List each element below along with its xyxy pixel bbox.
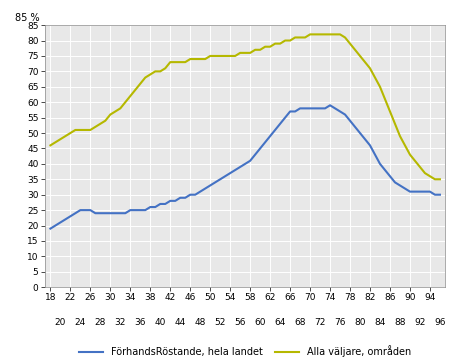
Alla väljare, områden xyxy=(153,69,158,74)
FörhandsRöstande, hela landet xyxy=(272,128,278,132)
Text: 48: 48 xyxy=(194,318,206,327)
FörhandsRöstande, hela landet xyxy=(337,109,343,113)
FörhandsRöstande, hela landet xyxy=(327,103,333,107)
Text: 56: 56 xyxy=(234,318,246,327)
Text: 40: 40 xyxy=(154,318,166,327)
Alla väljare, områden xyxy=(207,54,213,58)
Line: Alla väljare, områden: Alla väljare, områden xyxy=(50,34,440,179)
Text: 44: 44 xyxy=(175,318,186,327)
Text: 88: 88 xyxy=(394,318,406,327)
FörhandsRöstande, hela landet xyxy=(202,186,208,191)
Alla väljare, områden xyxy=(437,177,443,181)
FörhandsRöstande, hela landet xyxy=(143,208,148,212)
Alla väljare, områden xyxy=(48,143,53,148)
Line: FörhandsRöstande, hela landet: FörhandsRöstande, hela landet xyxy=(50,105,440,229)
Text: 64: 64 xyxy=(274,318,286,327)
Text: 28: 28 xyxy=(94,318,106,327)
Text: 32: 32 xyxy=(114,318,126,327)
FörhandsRöstande, hela landet xyxy=(153,205,158,209)
Text: 80: 80 xyxy=(354,318,366,327)
Text: 96: 96 xyxy=(434,318,446,327)
Alla väljare, områden xyxy=(307,32,313,37)
Text: 92: 92 xyxy=(414,318,426,327)
Alla väljare, områden xyxy=(432,177,438,181)
Text: 68: 68 xyxy=(294,318,306,327)
Legend: FörhandsRöstande, hela landet, Alla väljare, områden: FörhandsRöstande, hela landet, Alla välj… xyxy=(75,341,415,359)
Text: 52: 52 xyxy=(214,318,226,327)
Alla väljare, områden xyxy=(202,57,208,61)
Text: 24: 24 xyxy=(75,318,86,327)
Text: 60: 60 xyxy=(254,318,266,327)
Text: 76: 76 xyxy=(334,318,346,327)
Text: 36: 36 xyxy=(134,318,146,327)
Alla väljare, områden xyxy=(337,32,343,37)
Alla väljare, områden xyxy=(143,75,148,80)
Text: 84: 84 xyxy=(374,318,386,327)
FörhandsRöstande, hela landet xyxy=(437,192,443,197)
Text: 85 %: 85 % xyxy=(15,13,40,23)
Text: 20: 20 xyxy=(54,318,66,327)
FörhandsRöstande, hela landet xyxy=(48,227,53,231)
FörhandsRöstande, hela landet xyxy=(207,183,213,188)
Alla väljare, områden xyxy=(272,42,278,46)
Text: 72: 72 xyxy=(314,318,326,327)
